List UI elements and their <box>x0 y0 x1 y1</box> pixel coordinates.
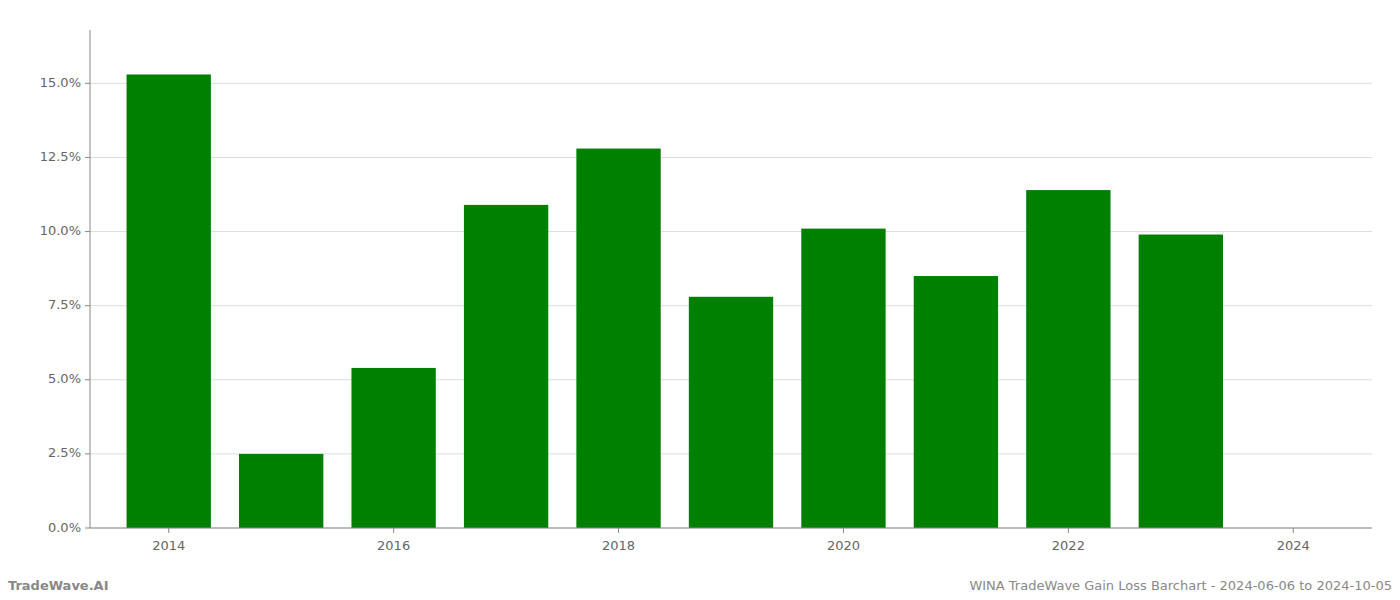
x-axis: 2014 2016 2018 2020 2022 2024 <box>90 528 1372 553</box>
bar <box>1139 235 1223 528</box>
x-axis-line <box>90 528 1372 529</box>
x-tick <box>618 528 619 533</box>
x-tick-label: 2022 <box>1052 538 1085 553</box>
x-tick-label: 2014 <box>152 538 185 553</box>
y-tick <box>85 83 90 84</box>
bar <box>914 276 998 528</box>
grid-line <box>90 528 1372 529</box>
footer-right: WINA TradeWave Gain Loss Barchart - 2024… <box>969 578 1392 593</box>
bar <box>801 229 885 528</box>
bar <box>464 205 548 528</box>
y-tick <box>85 379 90 380</box>
y-axis: 0.0% 2.5% 5.0% 7.5% 10.0% 12.5% 15.0% <box>40 30 90 535</box>
grid-line <box>90 157 1372 158</box>
y-axis-line <box>90 30 91 528</box>
y-tick-label: 7.5% <box>48 297 81 312</box>
y-tick <box>85 231 90 232</box>
x-tick <box>1293 528 1294 533</box>
y-tick-label: 5.0% <box>48 371 81 386</box>
x-tick <box>393 528 394 533</box>
y-tick-label: 12.5% <box>40 149 81 164</box>
y-tick <box>85 157 90 158</box>
chart-container: 0.0%2.5%5.0%7.5%10.0%12.5%15.0%201420162… <box>0 0 1400 600</box>
grid-line <box>90 83 1372 84</box>
y-tick <box>85 528 90 529</box>
x-tick-label: 2020 <box>827 538 860 553</box>
chart-svg: 0.0%2.5%5.0%7.5%10.0%12.5%15.0%201420162… <box>0 0 1400 600</box>
y-tick-label: 0.0% <box>48 520 81 535</box>
bar <box>351 368 435 528</box>
y-tick <box>85 453 90 454</box>
grid-line <box>90 231 1372 232</box>
x-tick-label: 2016 <box>377 538 410 553</box>
bar <box>239 454 323 528</box>
bar <box>1026 190 1110 528</box>
y-tick <box>85 305 90 306</box>
x-tick <box>1068 528 1069 533</box>
grid <box>90 83 1372 528</box>
footer-left: TradeWave.AI <box>8 578 109 593</box>
y-tick-label: 2.5% <box>48 445 81 460</box>
x-tick-label: 2018 <box>602 538 635 553</box>
bar <box>689 297 773 528</box>
bar <box>127 74 211 528</box>
x-tick-label: 2024 <box>1277 538 1310 553</box>
y-tick-label: 15.0% <box>40 75 81 90</box>
bar <box>576 149 660 528</box>
bars <box>127 74 1223 528</box>
x-tick <box>168 528 169 533</box>
y-tick-label: 10.0% <box>40 223 81 238</box>
x-tick <box>843 528 844 533</box>
